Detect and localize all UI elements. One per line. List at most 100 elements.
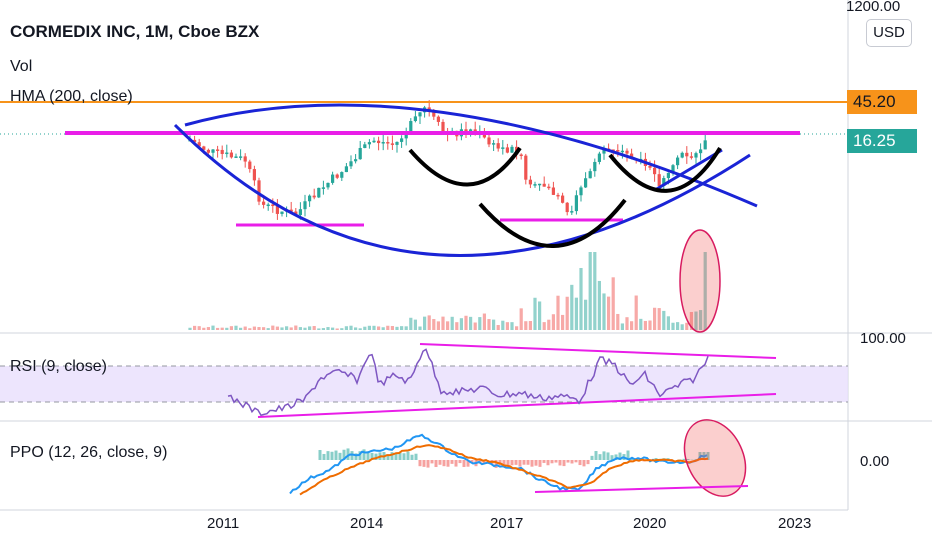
volume-bar	[528, 321, 532, 330]
currency-button[interactable]: USD	[866, 19, 912, 47]
candle-body	[671, 165, 675, 173]
candle-body	[496, 143, 500, 149]
ppo-indicator-label[interactable]: PPO (12, 26, close, 9)	[10, 444, 168, 461]
volume-bar	[602, 293, 606, 330]
ppo-histogram-bar	[542, 460, 546, 463]
candle-body	[294, 211, 298, 216]
volume-bar	[436, 321, 440, 330]
candle-body	[561, 195, 565, 203]
ppo-histogram-bar	[594, 451, 598, 460]
candle-body	[542, 183, 546, 187]
volume-bar	[441, 316, 445, 330]
candle-body	[519, 154, 523, 157]
ppo-histogram-bar	[342, 449, 346, 460]
candle-body	[234, 156, 238, 158]
resistance-price-tag: 45.20	[847, 90, 917, 114]
ppo-histogram-bar	[530, 460, 534, 467]
candle-body	[584, 178, 588, 188]
ppo-histogram-bar	[438, 460, 442, 465]
rsi-indicator-label[interactable]: RSI (9, close)	[10, 358, 107, 375]
candle-body	[699, 149, 703, 154]
ppo-histogram-bar	[454, 460, 458, 467]
volume-bar	[639, 318, 643, 330]
candle-body	[593, 161, 597, 172]
time-tick-2023: 2023	[778, 515, 812, 532]
volume-bar	[459, 318, 463, 330]
ppo-histogram-bar	[318, 450, 322, 460]
ppo-trendline	[534, 485, 749, 493]
candle-body	[436, 116, 440, 122]
blue-trend-segment	[654, 148, 723, 192]
ppo-histogram-bar	[510, 460, 514, 466]
candle-body	[243, 156, 247, 162]
left-shoulder-curve	[408, 146, 522, 187]
volume-bar	[524, 321, 528, 330]
ppo-histogram-bar	[502, 460, 506, 466]
ppo-histogram-bar	[370, 452, 374, 460]
candle-body	[630, 153, 634, 159]
volume-indicator-label[interactable]: Vol	[10, 58, 33, 75]
volume-bar	[321, 328, 325, 330]
volume-bar	[377, 326, 381, 330]
ppo-histogram-bar	[458, 460, 462, 464]
ppo-histogram-bar	[322, 453, 326, 460]
volume-bar	[538, 301, 542, 330]
candle-body	[257, 180, 261, 202]
candle-body	[653, 167, 657, 175]
ppo-histogram-bar	[462, 460, 466, 467]
volume-bar	[262, 327, 266, 330]
candle-body	[574, 195, 578, 212]
volume-bar	[367, 325, 371, 330]
candle-body	[616, 150, 620, 152]
volume-bar	[519, 308, 523, 330]
ppo-histogram-bar	[566, 460, 570, 463]
candle-body	[321, 187, 325, 189]
candle-body	[579, 187, 583, 196]
ppo-histogram-bar	[494, 460, 498, 468]
ppo-histogram-bar	[618, 452, 622, 460]
volume-bar	[432, 319, 436, 330]
ppo-histogram-bar	[386, 455, 390, 460]
ppo-histogram-bar	[358, 451, 362, 460]
ppo-zero-tick: 0.00	[860, 453, 890, 470]
volume-bar	[625, 317, 629, 330]
candle-body	[193, 139, 197, 143]
volume-bar	[653, 307, 657, 330]
ppo-histogram-bar	[706, 452, 710, 460]
candle-body	[556, 194, 560, 197]
volume-bar	[358, 328, 362, 330]
blue-arc-curve	[184, 103, 758, 208]
ppo-histogram-bar	[574, 460, 578, 463]
rsi-line	[227, 348, 709, 417]
candle-body	[441, 121, 445, 133]
volume-bar	[662, 310, 666, 330]
volume-bar	[335, 328, 339, 330]
ppo-histogram-bar	[446, 460, 450, 467]
candle-body	[354, 159, 358, 162]
volume-bar	[427, 315, 431, 330]
volume-bar	[648, 320, 652, 330]
ppo-histogram-bar	[614, 454, 618, 460]
ppo-histogram-bar	[590, 455, 594, 460]
candle-body	[317, 187, 321, 198]
candle-body	[565, 202, 569, 213]
ppo-histogram-bar	[422, 460, 426, 467]
volume-bar	[308, 326, 312, 330]
ppo-histogram-bar	[354, 453, 358, 460]
hma-indicator-label[interactable]: HMA (200, close)	[10, 88, 133, 105]
ppo-histogram-bar	[470, 460, 474, 464]
candle-body	[262, 201, 266, 205]
candle-body	[676, 157, 680, 166]
volume-bar	[252, 326, 256, 330]
candle-body	[280, 211, 284, 214]
ppo-histogram-bar	[626, 450, 630, 460]
volume-bar	[689, 311, 693, 330]
ppo-histogram-bar	[334, 450, 338, 460]
candle-body	[602, 148, 606, 154]
volume-bar	[593, 252, 597, 330]
ppo-histogram-bar	[522, 460, 526, 465]
volume-bar	[354, 327, 358, 330]
volume-bar	[289, 327, 293, 330]
